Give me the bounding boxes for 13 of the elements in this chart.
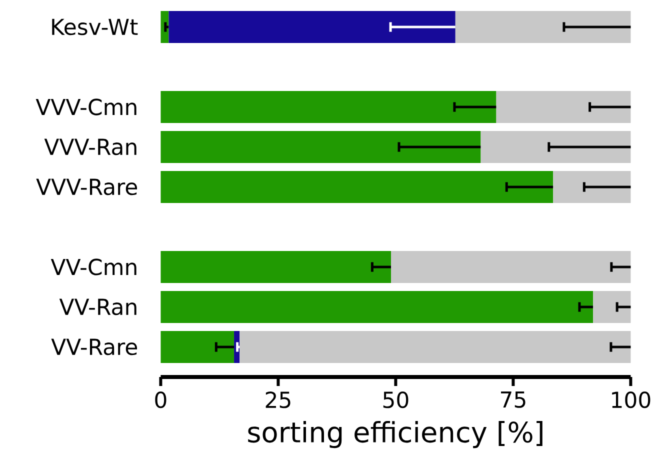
y-tick-label: VVV-Ran bbox=[44, 138, 136, 156]
y-tick-label: Kesv-Wt bbox=[52, 18, 138, 36]
x-tick-label: 0 bbox=[155, 392, 166, 408]
y-tick-label: VVV-Cmn bbox=[36, 98, 136, 116]
y-tick-label: VV-Ran bbox=[59, 298, 136, 316]
x-tick-label: 50 bbox=[383, 392, 408, 408]
y-tick-label: VV-Cmn bbox=[50, 258, 136, 276]
y-tick-label: VVV-Rare bbox=[36, 178, 138, 196]
y-tick-label: VV-Rare bbox=[51, 338, 138, 356]
x-axis-title: sorting efficiency [%] bbox=[248, 421, 542, 448]
x-tick-label: 100 bbox=[612, 392, 650, 408]
x-tick-label: 75 bbox=[501, 392, 526, 408]
x-tick-label: 25 bbox=[266, 392, 290, 408]
